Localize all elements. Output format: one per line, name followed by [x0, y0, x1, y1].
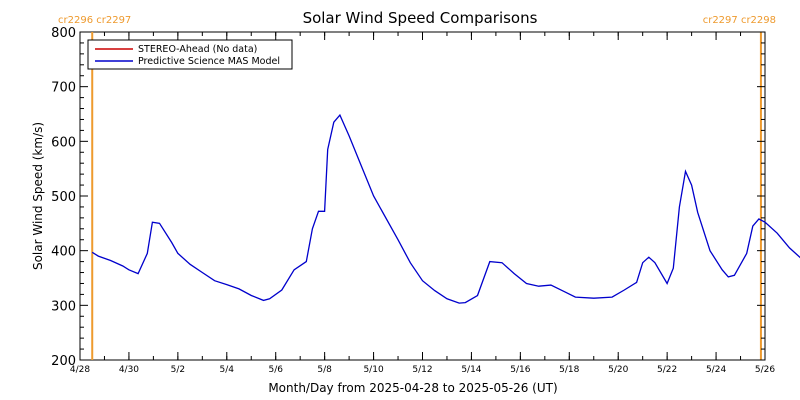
y-axis-ticks: 200 300 400 500 600 700 800 [51, 26, 765, 369]
x-tick-label: 5/12 [412, 365, 432, 375]
legend-label-stereo: STEREO-Ahead (No data) [138, 44, 257, 55]
plot-frame [79, 31, 766, 361]
x-tick-label: 5/10 [363, 365, 383, 375]
y-tick-label: 500 [51, 190, 76, 205]
series-line-mas [91, 113, 800, 304]
x-tick-label: 5/6 [268, 365, 283, 375]
x-tick-label: 4/28 [70, 365, 90, 375]
x-tick-label: 5/8 [317, 365, 332, 375]
y-tick-label: 200 [51, 354, 76, 369]
carrington-labels: cr2296 cr2297 cr2297 cr2298 [58, 15, 776, 26]
y-tick-label: 800 [51, 26, 76, 41]
x-tick-label: 5/4 [220, 365, 235, 375]
x-tick-label: 5/26 [755, 365, 775, 375]
x-tick-label: 4/30 [119, 365, 139, 375]
y-axis-label: Solar Wind Speed (km/s) [31, 122, 45, 270]
chart-title: Solar Wind Speed Comparisons [303, 9, 538, 27]
x-axis-ticks: 4/28 4/30 5/2 5/4 5/6 5/8 5/10 5/12 5/14 5/16 5/18… [70, 32, 775, 375]
axes-frame [79, 31, 766, 361]
series-layer [91, 113, 800, 304]
y-tick-label: 700 [51, 81, 76, 96]
legend-box [87, 39, 293, 70]
carrington-markers [91, 32, 762, 360]
legend: STEREO-Ahead (No data) Predictive Scienc… [87, 39, 293, 70]
y-tick-label: 300 [51, 299, 76, 314]
y-tick-label: 400 [51, 245, 76, 260]
x-axis-label: Month/Day from 2025-04-28 to 2025-05-26 … [268, 381, 557, 395]
x-tick-label: 5/18 [559, 365, 579, 375]
carrington-marker-label: cr2297 cr2298 [703, 15, 776, 26]
x-tick-label: 5/22 [657, 365, 677, 375]
x-tick-label: 5/16 [510, 365, 530, 375]
x-tick-label: 5/14 [461, 365, 481, 375]
x-tick-label: 5/24 [706, 365, 726, 375]
x-tick-label: 5/2 [171, 365, 185, 375]
carrington-marker-label: cr2296 cr2297 [58, 15, 131, 26]
x-tick-label: 5/20 [608, 365, 628, 375]
y-tick-label: 600 [51, 135, 76, 150]
legend-label-mas: Predictive Science MAS Model [138, 56, 280, 67]
